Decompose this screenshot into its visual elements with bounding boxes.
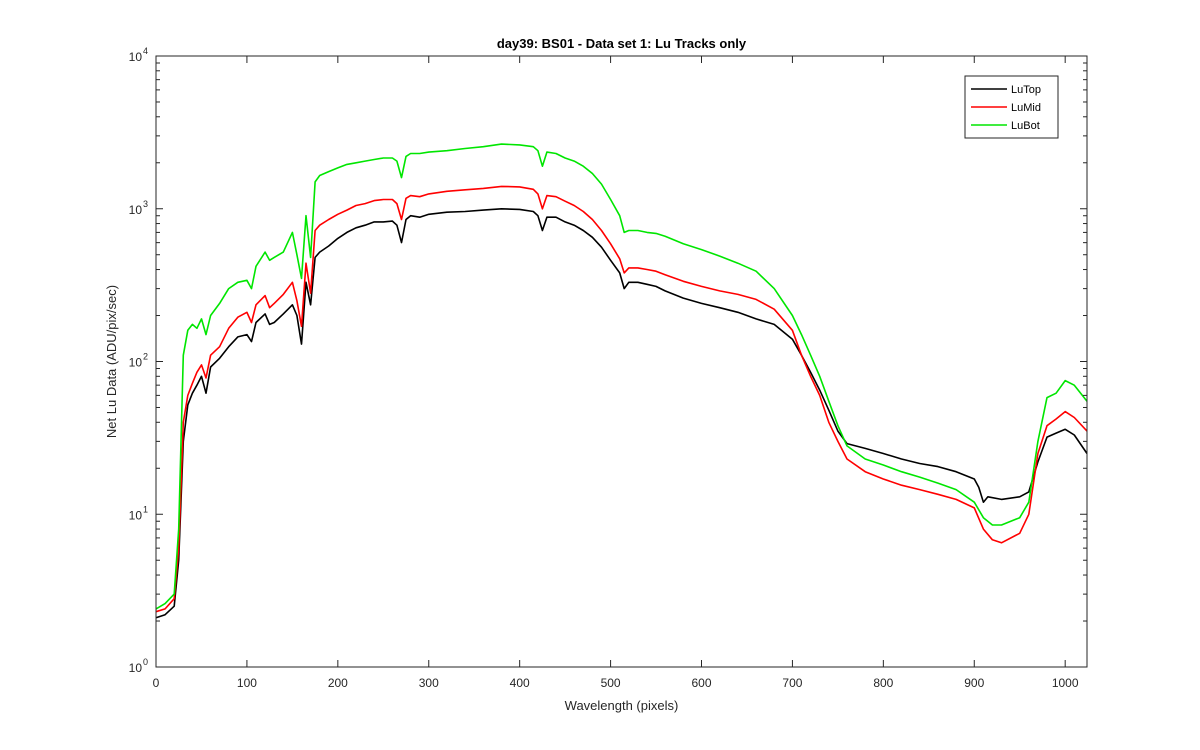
y-tick-label-exponent: 1 [143, 504, 148, 514]
x-axis-title: Wavelength (pixels) [565, 698, 679, 713]
legend-label: LuBot [1011, 120, 1040, 132]
legend-item-lutop: LuTop [971, 84, 1041, 96]
y-tick-label-base: 10 [129, 508, 143, 522]
series-line-lubot [155, 143, 1088, 610]
y-tick-label-exponent: 4 [143, 46, 148, 56]
x-tick-label: 800 [873, 676, 893, 690]
y-tick-label: 10 4 [129, 46, 148, 64]
x-tick-label: 200 [328, 676, 348, 690]
x-tick-label: 900 [964, 676, 984, 690]
series-line-lumid [155, 185, 1088, 613]
x-tick-label: 300 [419, 676, 439, 690]
y-axis-title: Net Lu Data (ADU/pix/sec) [104, 285, 119, 438]
x-tick-label: 400 [510, 676, 530, 690]
legend-item-lumid: LuMid [971, 102, 1041, 114]
y-tick-label: 10 0 [129, 657, 148, 675]
legend-label: LuTop [1011, 84, 1041, 96]
y-tick-label-exponent: 0 [143, 657, 148, 667]
chart-title: day39: BS01 - Data set 1: Lu Tracks only [497, 36, 747, 51]
series-line-lutop [155, 208, 1088, 619]
y-tick-label-base: 10 [129, 203, 143, 217]
series-layer [155, 143, 1088, 619]
x-tick-label: 0 [153, 676, 160, 690]
x-tick-label: 600 [691, 676, 711, 690]
y-tick-label: 10 2 [129, 352, 148, 370]
y-tick-label-base: 10 [129, 661, 143, 675]
y-tick-label-exponent: 2 [143, 352, 148, 362]
legend-item-lubot: LuBot [971, 120, 1040, 132]
x-tick-label: 100 [237, 676, 257, 690]
legend: LuTop LuMid LuBot [964, 75, 1059, 139]
y-tick-label-exponent: 3 [143, 199, 148, 209]
y-tick-label-base: 10 [129, 356, 143, 370]
y-tick-label: 10 3 [129, 199, 148, 217]
y-tick-label: 10 1 [129, 504, 148, 522]
x-tick-label: 500 [601, 676, 621, 690]
y-tick-label-base: 10 [129, 50, 143, 64]
x-tick-labels: 0 100 200 300 400 500 600 700 800 900 1000 [153, 676, 1079, 690]
legend-label: LuMid [1011, 102, 1041, 114]
axis-ticks [155, 55, 1087, 668]
x-tick-label: 700 [782, 676, 802, 690]
x-tick-label: 1000 [1052, 676, 1079, 690]
